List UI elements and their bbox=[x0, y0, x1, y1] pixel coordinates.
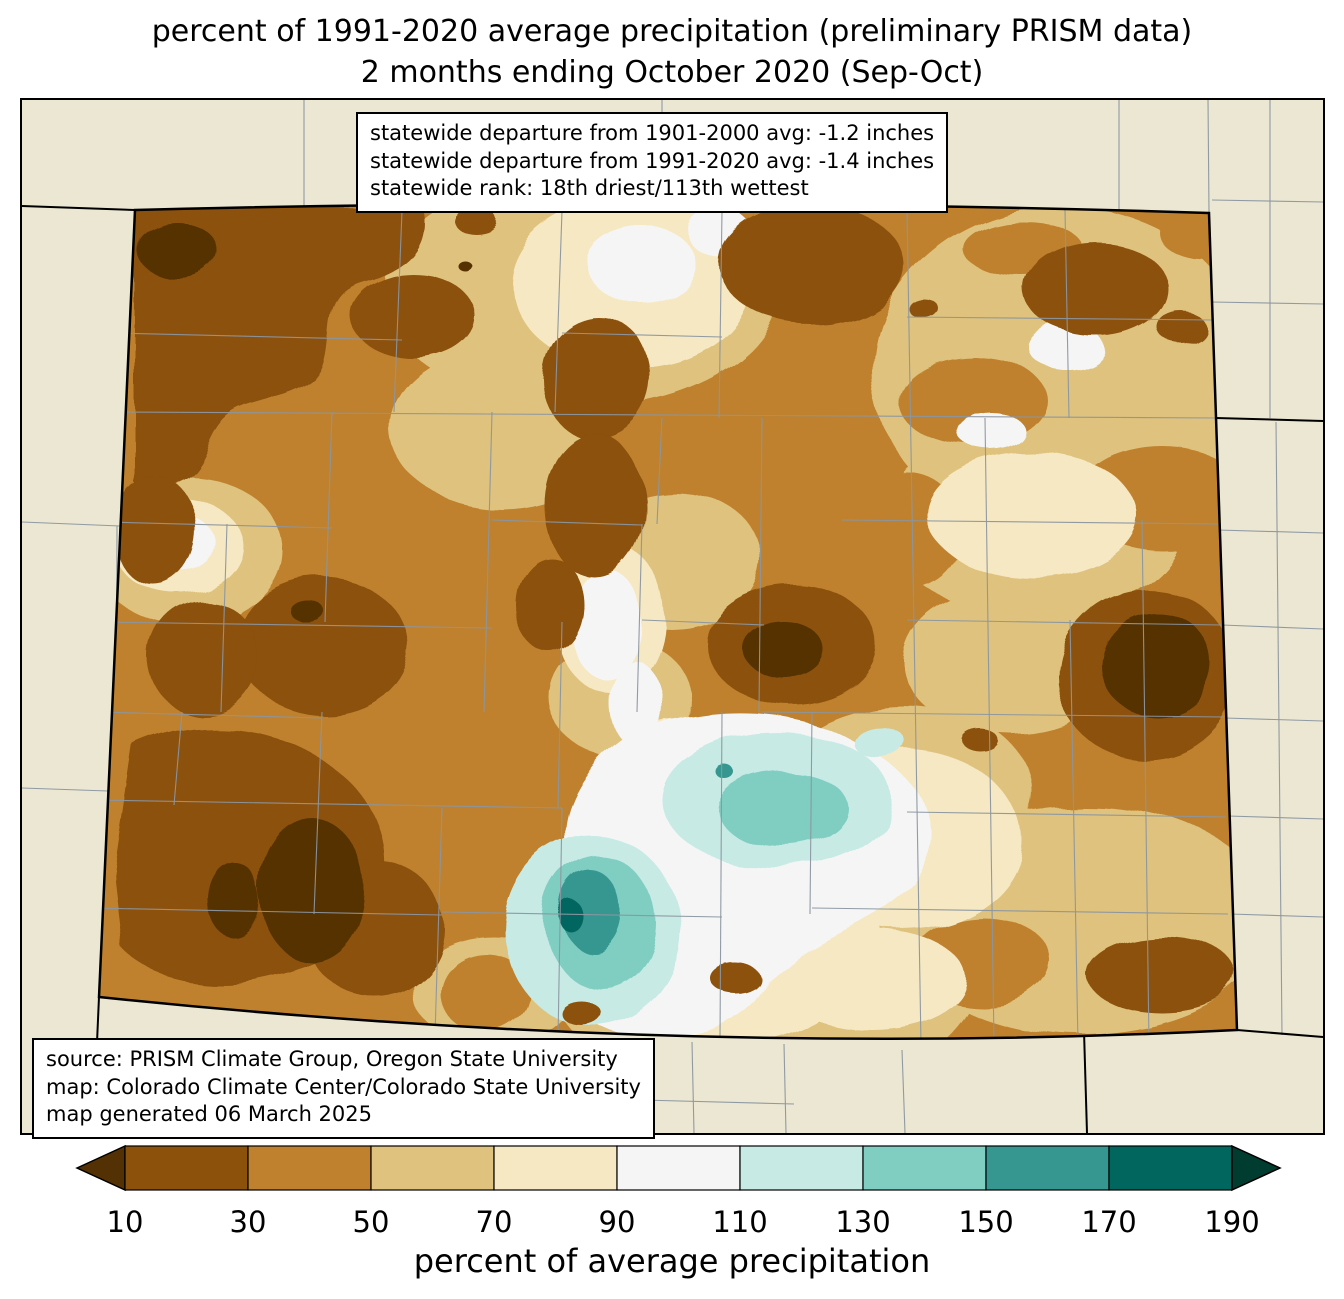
colorbar-over-arrow bbox=[1231, 1144, 1282, 1192]
colorbar-tick-label: 90 bbox=[599, 1205, 636, 1239]
colorbar-segment-8 bbox=[1108, 1145, 1233, 1191]
title-line-1: percent of 1991-2020 average precipitati… bbox=[151, 14, 1193, 49]
source-line-1: source: PRISM Climate Group, Oregon Stat… bbox=[46, 1047, 618, 1071]
colorbar-tick-label: 110 bbox=[712, 1205, 767, 1239]
colorado-county-lines bbox=[99, 209, 1229, 1039]
colorbar-segment-0 bbox=[124, 1145, 249, 1191]
stats-line-2: statewide departure from 1991-2020 avg: … bbox=[370, 148, 935, 173]
colorbar-segment-3 bbox=[493, 1145, 618, 1191]
colorbar-tick-label: 70 bbox=[476, 1205, 513, 1239]
colorbar-tick-label: 130 bbox=[835, 1205, 890, 1239]
colorbar-segment-4 bbox=[616, 1145, 741, 1191]
colorbar-tick-label: 30 bbox=[230, 1205, 267, 1239]
stats-line-3: statewide rank: 18th driest/113th wettes… bbox=[370, 176, 809, 201]
source-line-3: map generated 06 March 2025 bbox=[46, 1102, 373, 1127]
map-frame: statewide departure from 1901-2000 avg: … bbox=[20, 98, 1325, 1140]
colorbar-segment-2 bbox=[370, 1145, 495, 1191]
colorbar-segment-6 bbox=[862, 1145, 987, 1191]
colorado-state-shape bbox=[99, 203, 1237, 1039]
source-box: source: PRISM Climate Group, Oregon Stat… bbox=[32, 1038, 655, 1140]
source-line-2: map: Colorado Climate Center/Colorado St… bbox=[46, 1074, 641, 1099]
colorbar-tick-label: 50 bbox=[353, 1205, 390, 1239]
colorbar-tick-label: 170 bbox=[1081, 1205, 1136, 1239]
colorbar-tick-label: 150 bbox=[958, 1205, 1013, 1239]
stats-box: statewide departure from 1901-2000 avg: … bbox=[356, 112, 949, 214]
colorbar-label: percent of average precipitation bbox=[413, 1242, 931, 1280]
colorbar-under-arrow bbox=[75, 1144, 126, 1192]
colorado-precipitation-map bbox=[22, 100, 1323, 1133]
colorbar-segment-1 bbox=[247, 1145, 372, 1191]
figure-title: percent of 1991-2020 average precipitati… bbox=[0, 12, 1344, 94]
colorbar-scale: 10 30 50 70 90 110 130 150 170 190 bbox=[75, 1144, 1282, 1239]
colorbar-segment-5 bbox=[739, 1145, 864, 1191]
colorbar: 10 30 50 70 90 110 130 150 170 190 percent of ave… bbox=[20, 1142, 1324, 1280]
colorbar-segment-7 bbox=[985, 1145, 1110, 1191]
stats-line-1: statewide departure from 1901-2000 avg: … bbox=[370, 121, 935, 145]
precipitation-contour-fills bbox=[99, 203, 1237, 1039]
colorbar-tick-label: 10 bbox=[107, 1205, 144, 1239]
title-line-2: 2 months ending October 2020 (Sep-Oct) bbox=[360, 54, 984, 90]
colorbar-tick-label: 190 bbox=[1204, 1205, 1259, 1239]
